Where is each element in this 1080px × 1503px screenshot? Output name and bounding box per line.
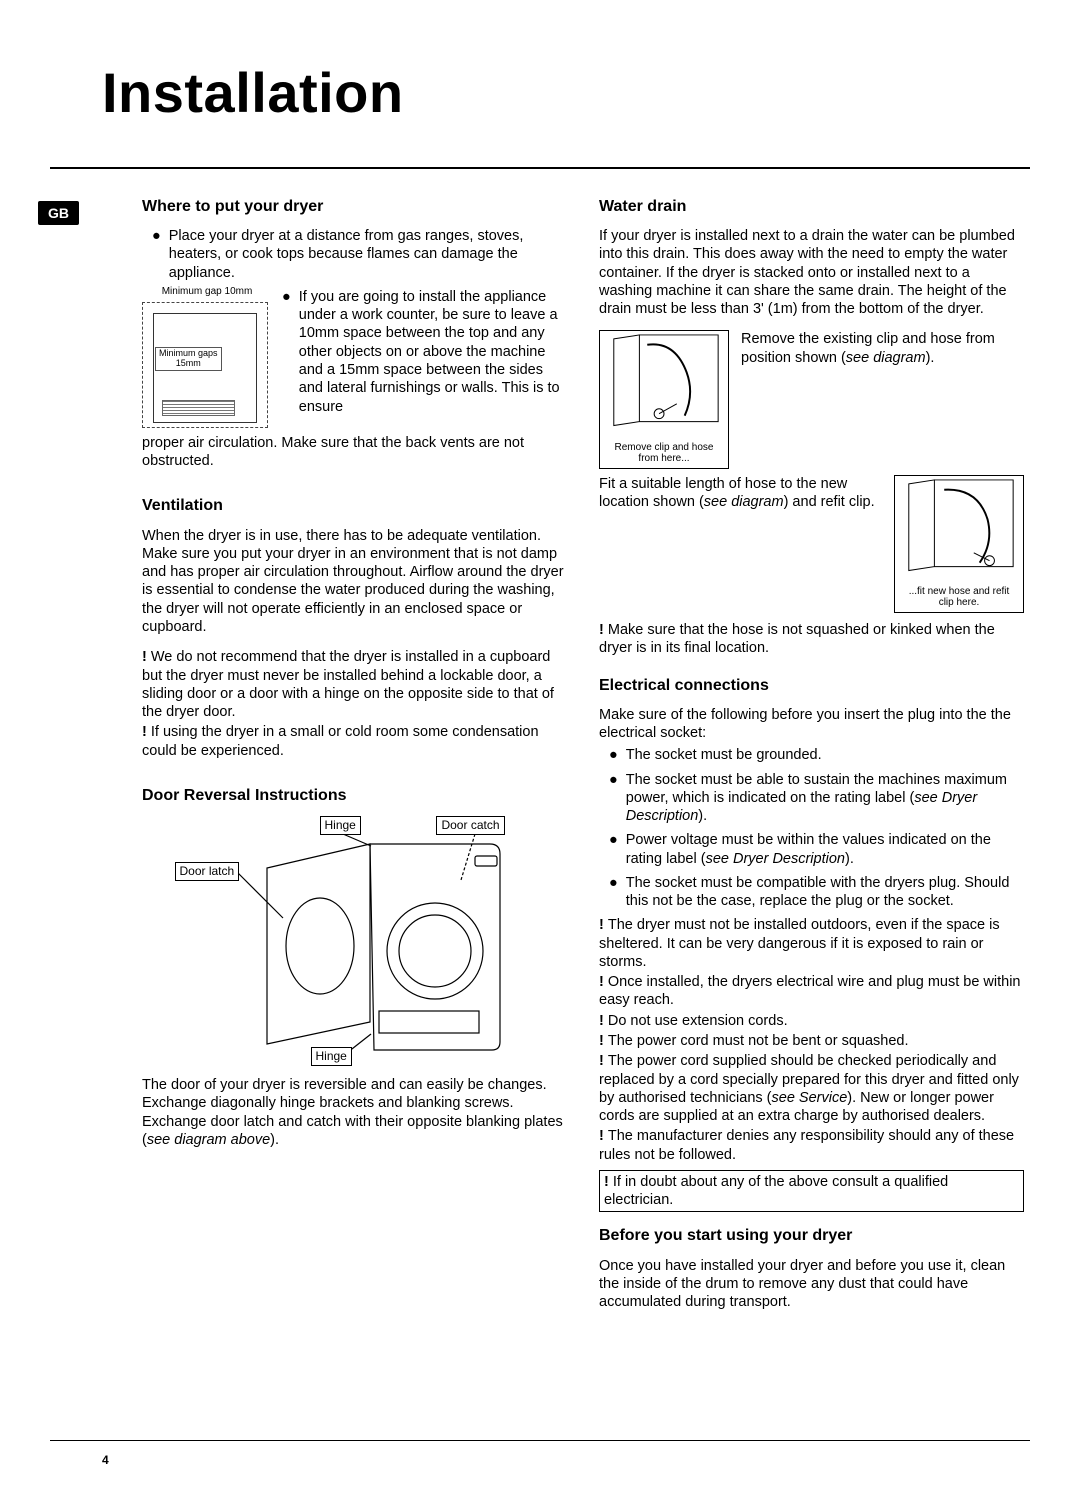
elec-w5-text: The power cord supplied should be checke… bbox=[599, 1053, 1019, 1124]
ventilation-section: Ventilation When the dryer is in use, th… bbox=[142, 496, 567, 759]
elec-b2-text: The socket must be able to sustain the m… bbox=[626, 771, 1024, 826]
left-column: Where to put your dryer ● Place your dry… bbox=[142, 197, 567, 1323]
elec-w3: ! Do not use extension cords. bbox=[599, 1012, 1024, 1030]
vent-warn-1: ! We do not recommend that the dryer is … bbox=[142, 648, 567, 721]
bullet-where-2: ● If you are going to install the applia… bbox=[282, 288, 567, 416]
vent-warn-1-text: We do not recommend that the dryer is in… bbox=[142, 649, 554, 720]
elec-w6: ! The manufacturer denies any responsibi… bbox=[599, 1127, 1024, 1164]
gap-outer-box: Minimum gaps 15mm bbox=[142, 302, 268, 428]
label-door-catch: Door catch bbox=[436, 816, 504, 835]
page: Installation GB Where to put your dryer … bbox=[0, 0, 1080, 1503]
where-tail: proper air circulation. Make sure that t… bbox=[142, 434, 567, 471]
drain-caption-b: ...fit new hose and refit clip here. bbox=[895, 584, 1023, 612]
drain-p1: If your dryer is installed next to a dra… bbox=[599, 227, 1024, 318]
door-p1-b: ). bbox=[270, 1132, 279, 1148]
drain-fit-text: Fit a suitable length of hose to the new… bbox=[599, 475, 882, 512]
elec-w5: ! The power cord supplied should be chec… bbox=[599, 1052, 1024, 1125]
drain-figure-b: ...fit new hose and refit clip here. bbox=[894, 475, 1024, 613]
elec-w4: ! The power cord must not be bent or squ… bbox=[599, 1032, 1024, 1050]
drain-fit-b: ) and refit clip. bbox=[784, 494, 875, 510]
elec-b1-text: The socket must be grounded. bbox=[626, 746, 822, 764]
elec-boxed-text: If in doubt about any of the above consu… bbox=[604, 1174, 948, 1208]
drain-figure-a: Remove clip and hose from here... bbox=[599, 330, 729, 468]
vent-p1: When the dryer is in use, there has to b… bbox=[142, 527, 567, 637]
heading-where: Where to put your dryer bbox=[142, 197, 567, 217]
elec-w3-text: Do not use extension cords. bbox=[608, 1013, 788, 1029]
vent-warn-2: ! If using the dryer in a small or cold … bbox=[142, 723, 567, 760]
door-reversal-figure: Hinge Door catch Door latch Hinge bbox=[175, 816, 535, 1066]
elec-intro: Make sure of the following before you in… bbox=[599, 706, 1024, 743]
heading-door-reversal: Door Reversal Instructions bbox=[142, 786, 567, 806]
elec-b4-text: The socket must be compatible with the d… bbox=[626, 874, 1024, 911]
door-p1-i: see diagram above bbox=[147, 1132, 270, 1148]
drain-fit-i: see diagram bbox=[704, 494, 784, 510]
vent-warn-2-text: If using the dryer in a small or cold ro… bbox=[142, 724, 539, 758]
bullet-text: Place your dryer at a distance from gas … bbox=[169, 227, 567, 282]
elec-b3: ●Power voltage must be within the values… bbox=[609, 831, 1024, 868]
elec-w1: ! The dryer must not be installed outdoo… bbox=[599, 916, 1024, 971]
drain-remove-text: Remove the existing clip and hose from p… bbox=[741, 330, 1024, 367]
elec-b4: ●The socket must be compatible with the … bbox=[609, 874, 1024, 911]
drain-remove-i: see diagram bbox=[846, 350, 926, 366]
elec-boxed-note: ! If in doubt about any of the above con… bbox=[599, 1170, 1024, 1213]
before-start-section: Before you start using your dryer Once y… bbox=[599, 1226, 1024, 1311]
drain-remove-b: ). bbox=[926, 350, 935, 366]
elec-w6-text: The manufacturer denies any responsibili… bbox=[599, 1128, 1014, 1162]
door-reversal-section: Door Reversal Instructions Hinge Door ca… bbox=[142, 786, 567, 1149]
label-door-latch: Door latch bbox=[175, 862, 240, 881]
drain-caption-a: Remove clip and hose from here... bbox=[600, 440, 728, 468]
bullet-where-1: ● Place your dryer at a distance from ga… bbox=[152, 227, 567, 282]
heading-before-start: Before you start using your dryer bbox=[599, 1226, 1024, 1246]
content-area: GB Where to put your dryer ● Place your … bbox=[50, 197, 1030, 1323]
drain-warn-1-text: Make sure that the hose is not squashed … bbox=[599, 622, 995, 656]
drain-figs-row-1: Remove clip and hose from here... Remove… bbox=[599, 330, 1024, 468]
page-title: Installation bbox=[102, 60, 1030, 125]
drain-figs-row-2: Fit a suitable length of hose to the new… bbox=[599, 475, 1024, 613]
language-tag: GB bbox=[38, 201, 79, 225]
drain-warn-1: ! Make sure that the hose is not squashe… bbox=[599, 621, 1024, 658]
heading-electrical: Electrical connections bbox=[599, 676, 1024, 696]
gap-figure-row: Minimum gap 10mm Minimum gaps 15mm ● If … bbox=[142, 288, 567, 428]
page-number: 4 bbox=[102, 1453, 109, 1467]
divider-bottom bbox=[50, 1440, 1030, 1441]
gap-side-label: Minimum gaps 15mm bbox=[155, 347, 222, 371]
electrical-section: Electrical connections Make sure of the … bbox=[599, 676, 1024, 1213]
door-p1: The door of your dryer is reversible and… bbox=[142, 1076, 567, 1149]
elec-b2: ●The socket must be able to sustain the … bbox=[609, 771, 1024, 826]
left-gutter: GB bbox=[50, 197, 142, 1323]
bullet-where-2-wrap: ● If you are going to install the applia… bbox=[282, 288, 567, 428]
elec-b3-text: Power voltage must be within the values … bbox=[626, 831, 1024, 868]
bullet-dot: ● bbox=[152, 227, 161, 282]
bullet-dot: ● bbox=[282, 288, 291, 416]
gap-figure: Minimum gap 10mm Minimum gaps 15mm bbox=[142, 288, 272, 428]
label-hinge-bottom: Hinge bbox=[311, 1047, 352, 1066]
gap-top-label: Minimum gap 10mm bbox=[142, 286, 272, 299]
label-hinge-top: Hinge bbox=[320, 816, 361, 835]
heading-ventilation: Ventilation bbox=[142, 496, 567, 516]
elec-w2: ! Once installed, the dryers electrical … bbox=[599, 973, 1024, 1010]
right-column: Water drain If your dryer is installed n… bbox=[599, 197, 1024, 1323]
elec-w4-text: The power cord must not be bent or squas… bbox=[608, 1033, 909, 1049]
bullet-text: If you are going to install the applianc… bbox=[299, 288, 567, 416]
before-p1: Once you have installed your dryer and b… bbox=[599, 1257, 1024, 1312]
elec-w2-text: Once installed, the dryers electrical wi… bbox=[599, 974, 1021, 1008]
heading-water-drain: Water drain bbox=[599, 197, 1024, 217]
elec-b1: ●The socket must be grounded. bbox=[609, 746, 1024, 764]
divider-top bbox=[50, 167, 1030, 169]
elec-w1-text: The dryer must not be installed outdoors… bbox=[599, 917, 1000, 970]
dryer-svg bbox=[175, 816, 535, 1066]
